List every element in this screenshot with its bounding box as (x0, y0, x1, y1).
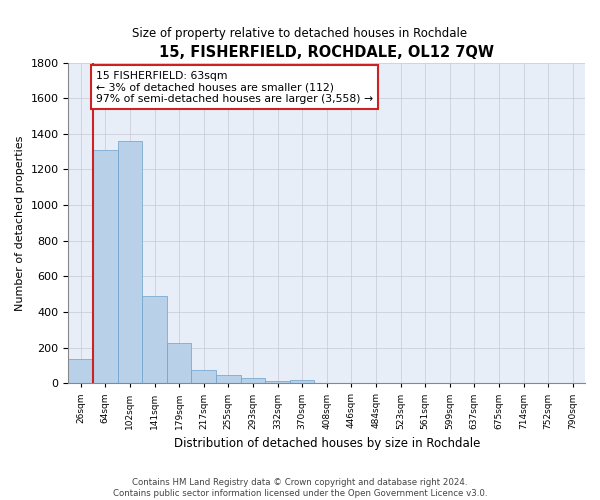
Bar (191, 370, 216, 384)
Bar (290, 380, 314, 384)
Y-axis label: Number of detached properties: Number of detached properties (15, 135, 25, 310)
Bar (265, 380, 290, 384)
Title: 15, FISHERFIELD, ROCHDALE, OL12 7QW: 15, FISHERFIELD, ROCHDALE, OL12 7QW (159, 45, 494, 60)
Bar (216, 375, 241, 384)
X-axis label: Distribution of detached houses by size in Rochdale: Distribution of detached houses by size … (173, 437, 480, 450)
Text: 15 FISHERFIELD: 63sqm
← 3% of detached houses are smaller (112)
97% of semi-deta: 15 FISHERFIELD: 63sqm ← 3% of detached h… (96, 70, 373, 104)
Text: Contains HM Land Registry data © Crown copyright and database right 2024.
Contai: Contains HM Land Registry data © Crown c… (113, 478, 487, 498)
Bar (68, 359, 93, 384)
Bar (167, 343, 191, 384)
Text: Size of property relative to detached houses in Rochdale: Size of property relative to detached ho… (133, 28, 467, 40)
Bar (241, 378, 265, 384)
Bar (118, 141, 142, 384)
Bar (142, 296, 167, 384)
Bar (93, 150, 118, 384)
